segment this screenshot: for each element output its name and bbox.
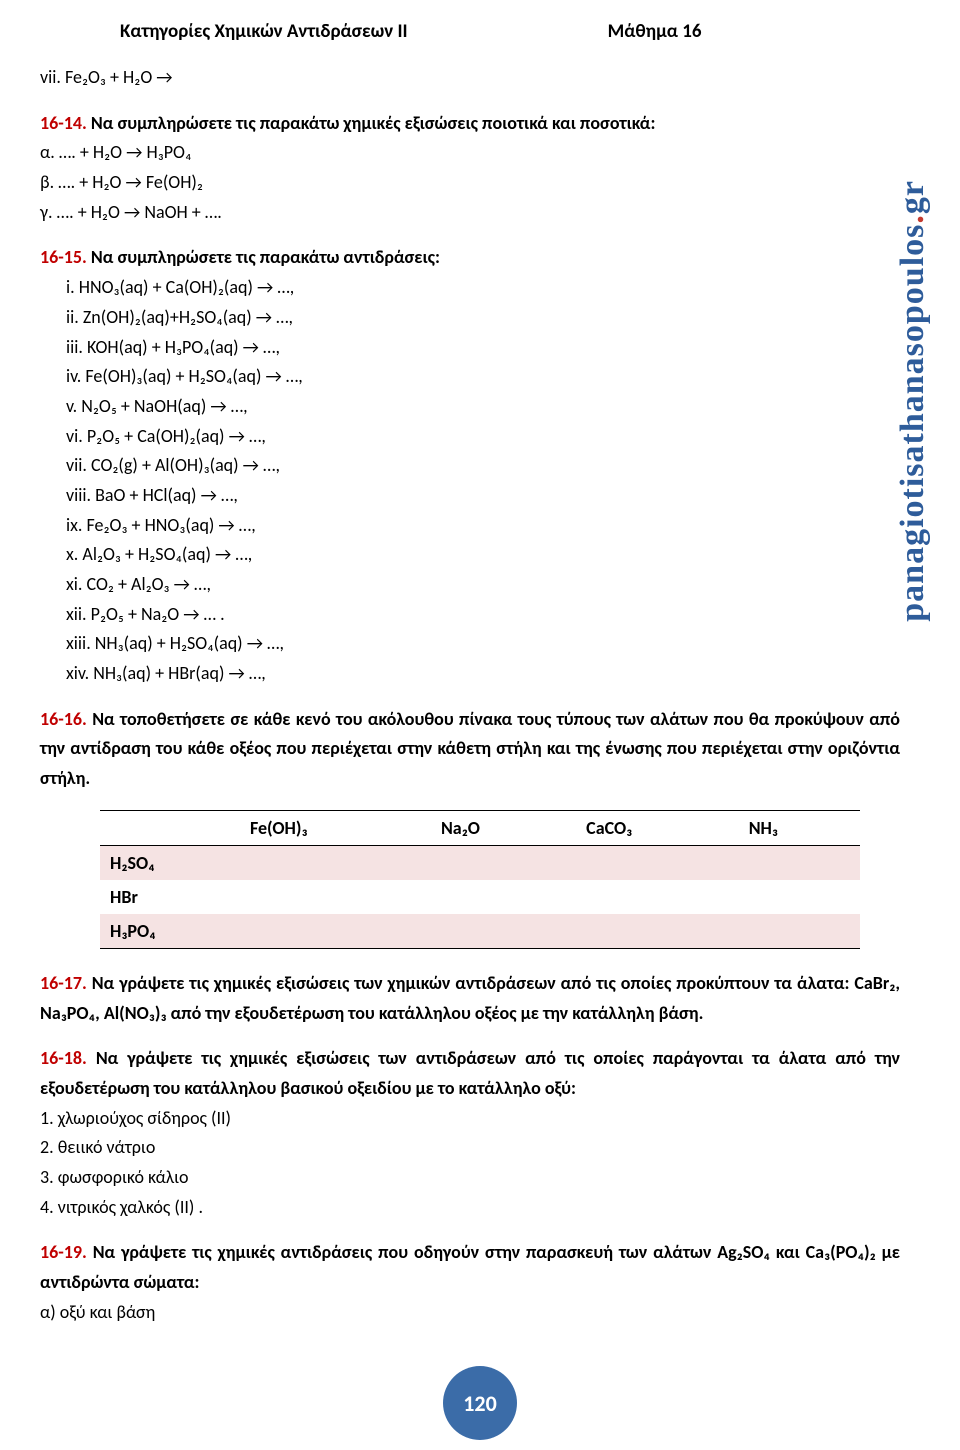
q18-item-4: 4. νιτρικός χαλκός (II) . — [40, 1193, 900, 1223]
q14-item-b: β. …. + H₂O → Fe(OH)₂ — [40, 168, 900, 198]
q14-item-a: α. …. + H₂O → H₃PO₄ — [40, 138, 900, 168]
q14-item-c: γ. …. + H₂O → NaOH + …. — [40, 198, 900, 228]
q17-block: 16-17. Να γράψετε τις χημικές εξισώσεις … — [40, 969, 900, 1028]
header-lesson: Μάθημα 16 — [608, 20, 702, 43]
q19-num: 16-19. — [40, 1241, 87, 1263]
q16-num: 16-16. — [40, 708, 87, 730]
q19-text: Να γράψετε τις χημικές αντιδράσεις που ο… — [40, 1241, 900, 1293]
col-nh3: NH₃ — [739, 810, 860, 845]
q13-vii: vii. Fe₂O₃ + H₂O → — [40, 63, 900, 93]
q15-text: Να συμπληρώσετε τις παρακάτω αντιδράσεις… — [91, 246, 440, 268]
header-title: Κατηγορίες Χημικών Αντιδράσεων ΙΙ — [120, 20, 408, 43]
row-hbr: HBr — [100, 880, 240, 914]
q18-item-1: 1. χλωριούχος σίδηρος (II) — [40, 1104, 900, 1134]
q18-item-3: 3. φωσφορικό κάλιο — [40, 1163, 900, 1193]
q14-block: 16-14. Να συμπληρώσετε τις παρακάτω χημι… — [40, 109, 900, 228]
q15-item: xiii. NH₃(aq) + H₂SO₄(aq) → …, — [66, 629, 900, 659]
q15-item: ix. Fe₂O₃ + HNO₃(aq) → …, — [66, 511, 900, 541]
table-header-row: Fe(OH)₃ Na₂O CaCO₃ NH₃ — [100, 810, 860, 845]
q18-text: Να γράψετε τις χημικές εξισώσεις των αντ… — [40, 1047, 900, 1099]
q17-num: 16-17. — [40, 972, 87, 994]
q15-item: v. N₂O₅ + NaOH(aq) → …, — [66, 392, 900, 422]
q15-item: x. Al₂O₃ + H₂SO₄(aq) → …, — [66, 540, 900, 570]
q15-item: iv. Fe(OH)₃(aq) + H₂SO₄(aq) → …, — [66, 362, 900, 392]
q15-item: vii. CO₂(g) + Al(OH)₃(aq) → …, — [66, 451, 900, 481]
q18-item-2: 2. θειικό νάτριο — [40, 1133, 900, 1163]
q15-item: ii. Zn(OH)₂(aq)+H₂SO₄(aq) → …, — [66, 303, 900, 333]
q15-item: i. HNO₃(aq) + Ca(OH)₂(aq) → …, — [66, 273, 900, 303]
col-feoh3: Fe(OH)₃ — [240, 810, 431, 845]
q15-item: xiv. NH₃(aq) + HBr(aq) → …, — [66, 659, 900, 689]
row-h3po4: H₃PO₄ — [100, 914, 240, 949]
q15-num: 16-15. — [40, 246, 87, 268]
q15-item: viii. BaO + HCl(aq) → …, — [66, 481, 900, 511]
q16-block: 16-16. Να τοποθετήσετε σε κάθε κενό του … — [40, 705, 900, 794]
page-number-badge: 120 — [443, 1366, 517, 1440]
q19-block: 16-19. Να γράψετε τις χημικές αντιδράσει… — [40, 1238, 900, 1327]
q18-block: 16-18. Να γράψετε τις χημικές εξισώσεις … — [40, 1044, 900, 1222]
table-row: H₂SO₄ — [100, 845, 860, 880]
q15-item: xi. CO₂ + Al₂O₃ → …, — [66, 570, 900, 600]
q18-num: 16-18. — [40, 1047, 87, 1069]
col-caco3: CaCO₃ — [576, 810, 739, 845]
row-h2so4: H₂SO₄ — [100, 845, 240, 880]
q15-item: iii. KOH(aq) + H₃PO₄(aq) → …, — [66, 333, 900, 363]
q15-item: vi. P₂O₅ + Ca(OH)₂(aq) → …, — [66, 422, 900, 452]
table-row: H₃PO₄ — [100, 914, 860, 949]
salt-table: Fe(OH)₃ Na₂O CaCO₃ NH₃ H₂SO₄ HBr H₃PO₄ — [100, 810, 860, 949]
q15-item: xii. P₂O₅ + Na₂O → … . — [66, 600, 900, 630]
page-header: Κατηγορίες Χημικών Αντιδράσεων ΙΙ Μάθημα… — [40, 20, 900, 43]
q16-text: Να τοποθετήσετε σε κάθε κενό του ακόλουθ… — [40, 708, 900, 789]
q17-text: Να γράψετε τις χημικές εξισώσεις των χημ… — [40, 972, 900, 1024]
q19-item-a: α) οξύ και βάση — [40, 1298, 900, 1328]
table-corner — [100, 810, 240, 845]
table-row: HBr — [100, 880, 860, 914]
q14-text: Να συμπληρώσετε τις παρακάτω χημικές εξι… — [91, 112, 656, 134]
q15-block: 16-15. Να συμπληρώσετε τις παρακάτω αντι… — [40, 243, 900, 688]
page-number: 120 — [463, 1390, 496, 1417]
q14-num: 16-14. — [40, 112, 87, 134]
col-na2o: Na₂O — [431, 810, 576, 845]
